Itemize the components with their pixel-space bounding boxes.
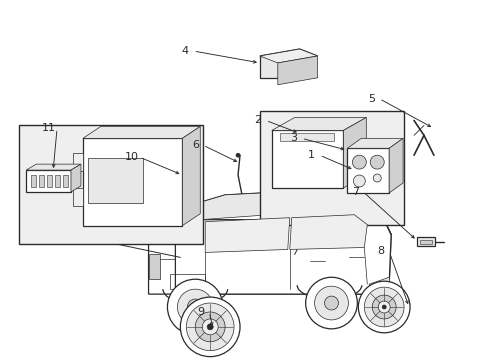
Polygon shape: [71, 164, 81, 192]
Polygon shape: [277, 56, 317, 85]
Text: 5: 5: [367, 94, 374, 104]
Bar: [31, 175, 36, 187]
Polygon shape: [271, 117, 366, 130]
Bar: [26, 170, 71, 192]
Bar: [260, 56, 277, 78]
Bar: [47, 175, 52, 187]
Polygon shape: [148, 210, 200, 244]
Text: 9: 9: [197, 307, 204, 317]
Circle shape: [195, 312, 224, 342]
Circle shape: [377, 301, 389, 313]
Text: 2: 2: [254, 116, 261, 126]
Circle shape: [358, 281, 409, 333]
Polygon shape: [343, 117, 366, 188]
Circle shape: [382, 305, 386, 309]
Polygon shape: [289, 215, 366, 249]
Bar: [39, 175, 44, 187]
Bar: [416, 237, 434, 247]
Polygon shape: [346, 138, 402, 148]
Text: 11: 11: [42, 123, 56, 134]
Circle shape: [314, 286, 347, 320]
Circle shape: [353, 175, 365, 187]
Bar: [73, 188, 83, 206]
Polygon shape: [260, 49, 317, 63]
Bar: [88, 158, 142, 203]
Bar: [19, 125, 203, 244]
Bar: [346, 148, 388, 193]
Bar: [63, 175, 68, 187]
Circle shape: [352, 155, 366, 169]
Bar: [260, 111, 403, 225]
Circle shape: [177, 289, 213, 325]
Text: 8: 8: [377, 247, 384, 256]
Circle shape: [202, 319, 218, 335]
Circle shape: [305, 277, 357, 329]
Bar: [73, 153, 83, 171]
Circle shape: [364, 287, 403, 327]
Polygon shape: [26, 164, 81, 170]
Polygon shape: [175, 190, 379, 220]
Circle shape: [167, 279, 223, 335]
Circle shape: [180, 297, 240, 357]
Text: 10: 10: [124, 152, 139, 162]
Circle shape: [324, 296, 338, 310]
Bar: [83, 138, 182, 226]
Polygon shape: [148, 190, 390, 294]
Circle shape: [369, 155, 384, 169]
Polygon shape: [83, 126, 200, 138]
Bar: [170, 274, 205, 289]
Text: 1: 1: [307, 150, 314, 160]
Text: 3: 3: [289, 133, 297, 143]
Bar: [271, 130, 343, 188]
Text: 6: 6: [191, 140, 199, 150]
Circle shape: [236, 153, 240, 157]
Polygon shape: [182, 126, 200, 226]
Polygon shape: [368, 277, 390, 294]
Bar: [279, 133, 334, 141]
Polygon shape: [388, 138, 402, 193]
Polygon shape: [260, 49, 317, 63]
Circle shape: [186, 303, 234, 351]
Circle shape: [187, 299, 203, 315]
Bar: [419, 239, 431, 243]
Bar: [148, 255, 160, 279]
Text: 4: 4: [182, 46, 188, 56]
Circle shape: [372, 174, 381, 182]
Polygon shape: [175, 210, 390, 294]
Polygon shape: [205, 218, 289, 252]
Bar: [55, 175, 60, 187]
Circle shape: [207, 324, 213, 330]
Circle shape: [371, 295, 395, 319]
Text: 7: 7: [351, 187, 358, 197]
